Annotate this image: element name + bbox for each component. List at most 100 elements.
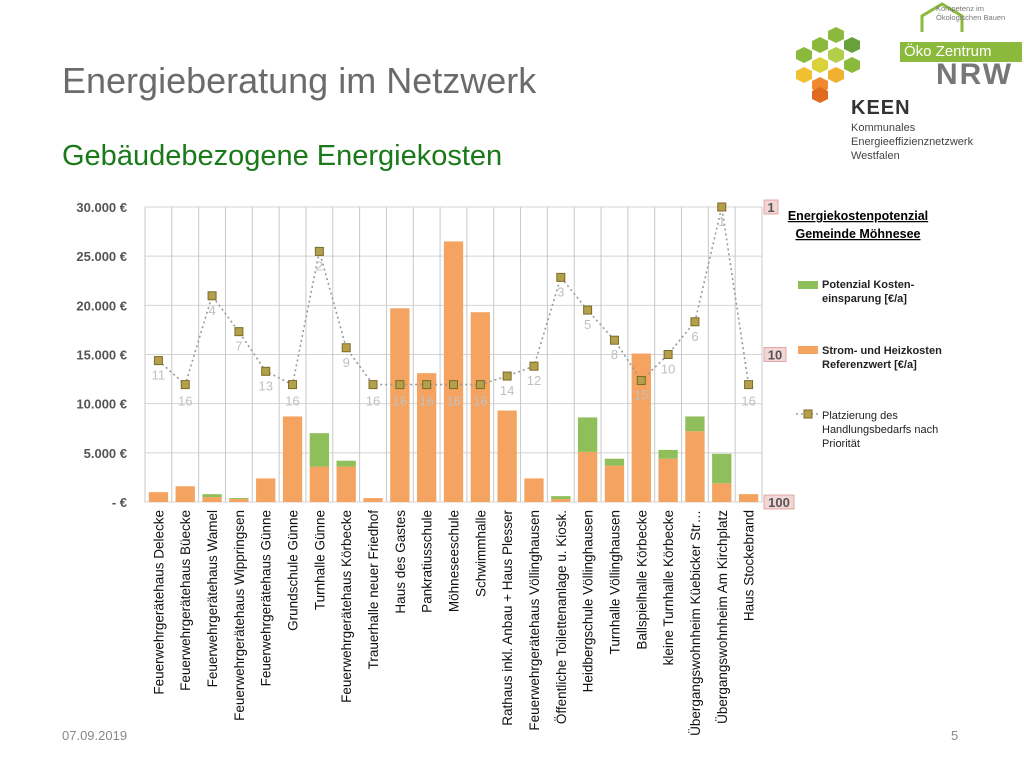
bar-reference-cost <box>470 312 490 502</box>
ranking-marker <box>261 366 271 376</box>
bar-savings-potential <box>685 416 705 432</box>
bar-reference-cost <box>631 353 651 502</box>
keen-subtitle: Kommunales Energieeffizienznetzwerk West… <box>851 121 973 163</box>
bar-reference-cost <box>148 492 169 502</box>
y-tick-label: 20.000 € <box>76 298 127 313</box>
category-label: Turnhalle Völlinghausen <box>607 510 622 654</box>
ranking-marker <box>609 335 619 345</box>
category-label: Schwimmhalle <box>473 510 488 597</box>
bar-savings-potential <box>309 433 330 467</box>
slide-subtitle: Gebäudebezogene Energiekosten <box>62 140 503 172</box>
ranking-label: 14 <box>500 383 514 398</box>
chart-title-line: Energiekostenpotenzial <box>788 209 928 223</box>
ranking-label: 9 <box>343 355 350 370</box>
category-label: Feuerwehrgerätehaus Büecke <box>178 510 193 691</box>
ranking-label: 1 <box>718 214 725 229</box>
ranking-marker <box>744 380 754 390</box>
y-tick-label: 25.000 € <box>76 249 127 264</box>
hexagon-logo-icon <box>796 27 860 103</box>
bar-reference-cost <box>202 497 222 502</box>
slide-date: 07.09.2019 <box>62 728 128 743</box>
ranking-marker <box>449 380 458 390</box>
ranking-marker <box>422 380 432 390</box>
ranking-marker <box>690 317 700 327</box>
legend-label-reference: Strom- und Heizkosten <box>822 345 942 357</box>
oeko-house-icon <box>920 2 964 32</box>
y-tick-label: 5.000 € <box>84 446 127 461</box>
bar-reference-cost <box>282 416 303 502</box>
oeko-zentrum-label: Öko Zentrum <box>900 42 1022 62</box>
logo-tagline: Kompetenz im Ökologischen Bauen <box>936 4 1006 22</box>
nrw-label: NRW <box>936 58 1014 91</box>
chart-title-line: Gemeinde Möhnesee <box>795 227 920 241</box>
y-tick-label: - € <box>112 495 127 510</box>
ranking-marker <box>529 361 539 371</box>
ranking-label: 4 <box>208 303 215 318</box>
bar-reference-cost <box>738 494 759 502</box>
y-tick-label: 30.000 € <box>76 200 127 215</box>
ranking-marker <box>395 380 405 390</box>
ranking-label: 16 <box>178 394 192 409</box>
ranking-label: 16 <box>366 394 380 409</box>
category-label: Feuerwehrgerätehaus Wippringsen <box>232 510 247 721</box>
ranking-label: 7 <box>235 339 242 354</box>
bar-savings-potential <box>712 453 732 484</box>
bar-savings-potential <box>551 496 571 500</box>
ranking-marker <box>314 246 324 256</box>
y-tick-label: 10.000 € <box>76 397 127 412</box>
legend-swatch-ranking-marker <box>803 409 813 419</box>
y2-tick-label: 100 <box>768 495 790 510</box>
bar-savings-potential <box>577 417 598 452</box>
bar-reference-cost <box>524 478 544 502</box>
ranking-label: 16 <box>419 394 433 409</box>
ranking-label: 15 <box>634 387 648 402</box>
bar-reference-cost <box>604 465 625 502</box>
legend-label-ranking: Handlungsbedarfs nach <box>822 424 938 436</box>
bar-reference-cost <box>256 478 276 502</box>
ranking-marker <box>234 327 244 337</box>
legend-swatch-reference <box>798 346 818 354</box>
category-label: Feuerwehrgerätehaus Wamel <box>205 510 220 687</box>
ranking-marker <box>153 356 163 366</box>
keen-sub-line: Energieeffizienznetzwerk <box>851 136 974 148</box>
ranking-label: 8 <box>611 347 618 362</box>
keen-logo <box>790 0 1024 170</box>
ranking-label: 16 <box>446 394 460 409</box>
y-tick-label: 15.000 € <box>76 348 127 363</box>
bar-reference-cost <box>229 499 249 502</box>
keen-sub-line: Kommunales <box>851 122 916 134</box>
category-label: Haus Stockebrand <box>742 510 757 621</box>
bar-savings-potential <box>658 449 678 459</box>
ranking-marker <box>180 380 190 390</box>
ranking-label: 16 <box>741 394 755 409</box>
bar-reference-cost <box>577 451 598 502</box>
category-label: Möhneseeschule <box>447 510 462 612</box>
category-label: kleine Turnhalle Körbecke <box>661 510 676 665</box>
bar-savings-potential <box>336 460 356 467</box>
category-label: Grundschule Günne <box>286 510 301 631</box>
y2-tick-box <box>763 494 795 510</box>
ranking-label: 3 <box>557 284 564 299</box>
category-label: Feuerwehrgerätehaus Günne <box>259 510 274 686</box>
category-label: Ballspielhalle Körbecke <box>634 510 649 650</box>
ranking-marker <box>368 380 378 390</box>
bar-savings-potential <box>604 458 625 466</box>
legend-label-ranking: Platzierung des <box>822 410 898 422</box>
bar-reference-cost <box>443 241 464 502</box>
category-label: Haus des Gastes <box>393 510 408 614</box>
bar-reference-cost <box>497 410 517 502</box>
y2-tick-label: 1 <box>767 200 774 215</box>
bar-reference-cost <box>712 483 732 502</box>
legend-label-ranking: Priorität <box>822 438 860 450</box>
legend-label-savings: einsparung [€/a] <box>822 293 907 305</box>
legend-label-reference: Referenzwert [€/a] <box>822 359 917 371</box>
bar-reference-cost <box>336 466 356 502</box>
ranking-label: 11 <box>152 368 166 383</box>
category-label: Pankratiusschule <box>420 510 435 613</box>
page-number: 5 <box>951 728 959 743</box>
bar-reference-cost <box>658 458 678 502</box>
ranking-marker <box>663 350 673 359</box>
ranking-label: 13 <box>258 378 272 393</box>
ranking-label: 12 <box>527 373 541 388</box>
